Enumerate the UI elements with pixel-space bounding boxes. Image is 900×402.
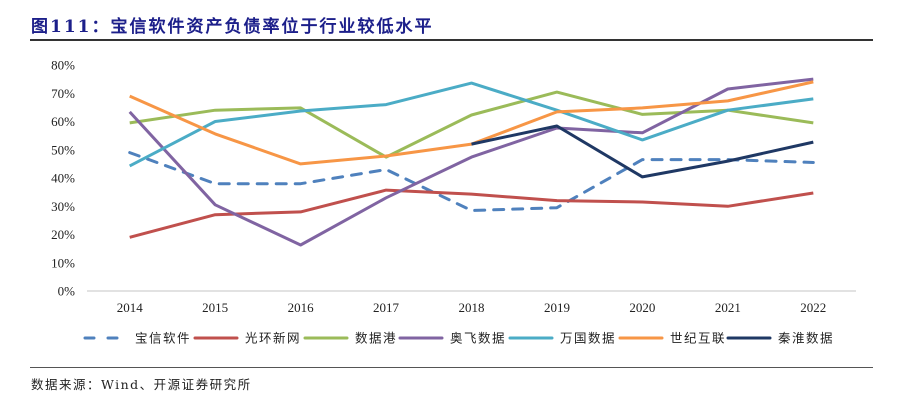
data-source-note: 数据来源：Wind、开源证券研究所: [31, 377, 252, 392]
y-tick-label: 60%: [51, 114, 75, 129]
y-tick-label: 40%: [51, 171, 75, 186]
figure-title: 图111：宝信软件资产负债率位于行业较低水平: [31, 17, 434, 37]
y-tick-label: 70%: [51, 86, 75, 101]
legend-label: 奥飞数据: [450, 331, 506, 346]
series-lines: [128, 77, 815, 247]
y-tick-label: 80%: [51, 58, 75, 73]
y-tick-label: 0%: [58, 284, 76, 299]
legend-item: 宝信软件: [83, 331, 191, 346]
x-tick-label: 2019: [544, 300, 570, 315]
x-tick-label: 2020: [629, 300, 655, 315]
series-line-2: [129, 90, 814, 159]
legend-label: 万国数据: [560, 331, 616, 346]
series-line-1: [129, 188, 814, 239]
source-divider: [30, 367, 873, 368]
legend-label: 光环新网: [245, 331, 301, 346]
series-line-4: [129, 81, 814, 168]
series-line-5: [129, 80, 814, 166]
legend-item: 万国数据: [508, 331, 616, 346]
legend-label: 宝信软件: [135, 331, 191, 346]
y-tick-label: 10%: [51, 255, 75, 270]
x-tick-label: 2021: [715, 300, 741, 315]
legend-item: 光环新网: [193, 331, 301, 346]
series-line-6: [471, 124, 814, 179]
y-axis-ticks: 0% 10% 20% 30% 40% 50% 60% 70% 80%: [51, 58, 75, 299]
series-line-0: [128, 151, 815, 212]
y-tick-label: 50%: [51, 142, 75, 157]
legend-item: 秦淮数据: [726, 331, 834, 346]
legend-item: 世纪互联: [618, 331, 726, 346]
legend-label: 秦淮数据: [778, 331, 834, 346]
x-tick-label: 2016: [288, 300, 315, 315]
y-tick-label: 30%: [51, 199, 75, 214]
x-tick-label: 2014: [117, 300, 144, 315]
x-tick-label: 2015: [202, 300, 228, 315]
legend: 宝信软件 光环新网 数据港 奥飞数据 万国数据 世纪互联 秦淮数据: [83, 331, 834, 346]
x-axis-ticks: 2014 2015 2016 2017 2018 2019 2020 2021 2022: [117, 300, 827, 315]
legend-label: 世纪互联: [670, 331, 726, 346]
x-tick-label: 2017: [373, 300, 400, 315]
legend-item: 数据港: [303, 331, 397, 346]
x-tick-label: 2018: [459, 300, 485, 315]
legend-label: 数据港: [355, 331, 397, 346]
legend-item: 奥飞数据: [398, 331, 506, 346]
y-tick-label: 20%: [51, 227, 75, 242]
series-line-3: [128, 77, 814, 247]
x-tick-label: 2022: [800, 300, 826, 315]
title-divider: [30, 39, 873, 41]
